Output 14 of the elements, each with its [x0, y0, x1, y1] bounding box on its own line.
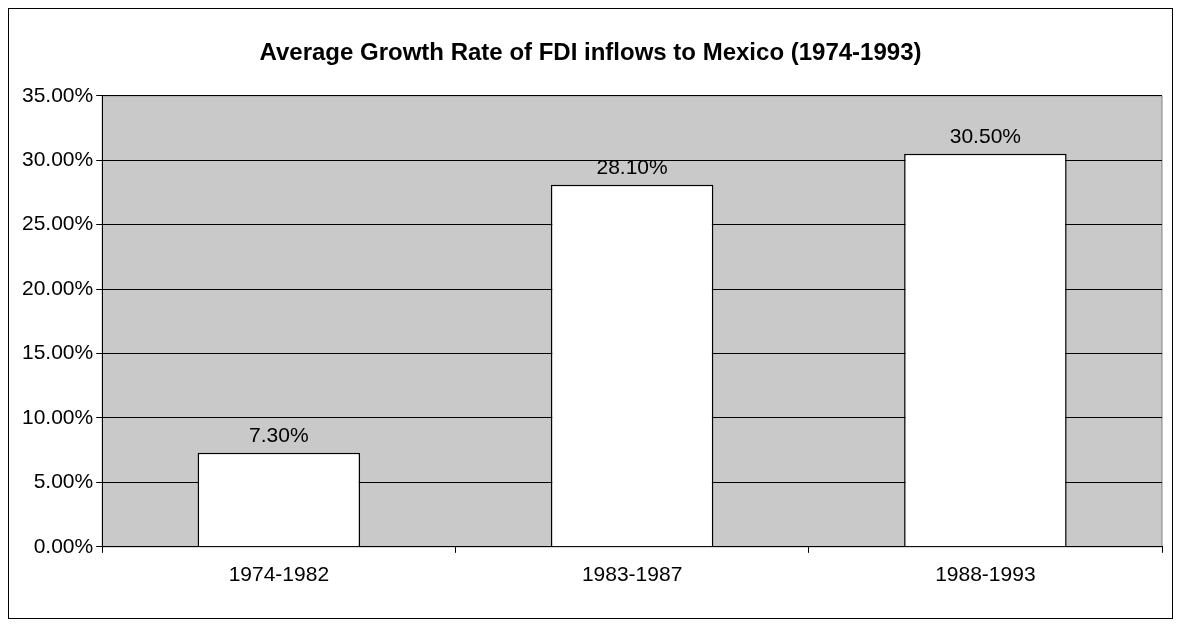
chart-title: Average Growth Rate of FDI inflows to Mexico (1974-1993)	[259, 38, 922, 66]
y-tick-label: 30.00%	[21, 147, 94, 171]
y-tick-label: 15.00%	[21, 340, 94, 364]
x-tick-label: 1988-1993	[935, 562, 1036, 586]
y-tick-label: 0.00%	[33, 533, 94, 557]
y-tick-label: 35.00%	[21, 82, 94, 106]
x-tick-label: 1983-1987	[581, 562, 683, 586]
y-tick-label: 25.00%	[21, 211, 94, 235]
x-tick-label: 1974-1982	[228, 562, 330, 586]
y-tick-label: 10.00%	[21, 404, 94, 428]
data-label: 7.30%	[249, 423, 309, 447]
data-label: 30.50%	[949, 124, 1021, 148]
y-tick-label: 20.00%	[21, 275, 94, 299]
y-tick-label: 5.00%	[33, 469, 94, 493]
